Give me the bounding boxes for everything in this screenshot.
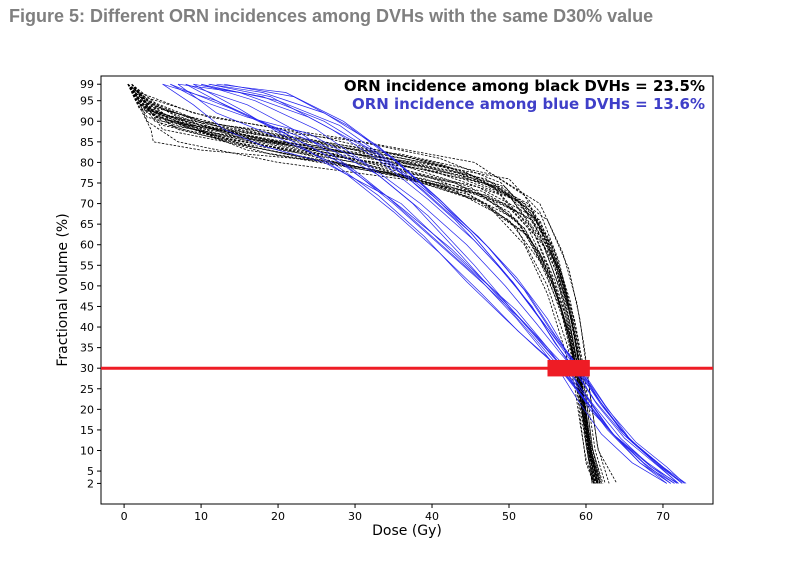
y-tick-label: 85	[80, 136, 94, 149]
x-tick-label: 60	[579, 510, 593, 523]
dvh-curve-blue-3	[201, 83, 683, 484]
dvh-curve-black-6	[127, 84, 595, 484]
dvh-curve-black-5	[127, 83, 596, 484]
dvh-curve-blue-7	[216, 83, 685, 484]
y-tick-label: 45	[80, 300, 94, 313]
dvh-curve-black-8	[127, 83, 598, 484]
dvh-curve-black-3	[127, 84, 595, 484]
x-tick-label: 10	[194, 510, 208, 523]
dvh-curve-black-13	[127, 83, 599, 484]
x-tick-label: 0	[121, 510, 128, 523]
dvh-curve-black-4	[131, 83, 598, 484]
dvh-curve-black-11	[131, 84, 598, 484]
y-tick-label: 20	[80, 403, 94, 416]
axes-group: 0 10 20 30 40 50 60 70 25 10 15 20 25 30 35 40 45 50 55 60 6…	[80, 78, 670, 523]
dvh-curve-black-27	[127, 83, 593, 484]
dvh-curve-blue-15	[185, 83, 678, 484]
dvh-curve-black-1	[127, 83, 598, 484]
y-tick-label: 50	[80, 280, 94, 293]
dvh-curve-black-21	[127, 83, 595, 484]
dvh-curve-black-7	[131, 83, 598, 484]
plot-lines	[127, 83, 687, 484]
x-tick-label: 20	[271, 510, 285, 523]
y-tick-label: 25	[80, 383, 94, 396]
y-tick-label: 80	[80, 156, 94, 169]
dvh-curve-black-12	[127, 84, 601, 484]
plot-frame	[100, 75, 714, 505]
y-tick-label: 60	[80, 239, 94, 252]
y-tick-label: 90	[80, 115, 94, 128]
y-tick-label: 65	[80, 218, 94, 231]
y-tick-label: 99	[80, 78, 94, 91]
y-tick-label: 10	[80, 445, 94, 458]
y-tick-label: 35	[80, 342, 94, 355]
y-tick-label: 75	[80, 177, 94, 190]
y-tick-label: 40	[80, 321, 94, 334]
y-tick-label: 2	[87, 477, 94, 490]
dvh-curve-black-0	[127, 83, 595, 484]
dvh-curve-blue-9	[200, 83, 679, 484]
dvh-curve-black-23	[127, 83, 599, 484]
threshold-group	[101, 359, 713, 377]
dvh-curve-blue-10	[224, 83, 685, 484]
dvh-curve-black-31	[127, 83, 598, 484]
y-tick-label: 55	[80, 259, 94, 272]
annotation-blue-incidence: ORN incidence among blue DVHs = 13.6%	[352, 95, 705, 113]
dvh-curve-black-29	[131, 83, 618, 484]
dvh-curve-black-18	[127, 83, 599, 484]
dvh-curve-black-10	[127, 83, 595, 484]
d30-threshold-box	[547, 359, 590, 377]
figure-title: Figure 5: Different ORN incidences among…	[9, 6, 654, 26]
y-tick-label: 5	[87, 465, 94, 478]
x-axis-label: Dose (Gy)	[372, 523, 442, 539]
dvh-curve-black-24	[127, 84, 596, 484]
dvh-curve-black-2	[131, 83, 602, 484]
dvh-curve-blue-11	[177, 83, 668, 484]
dvh-curve-black-28	[127, 83, 601, 484]
y-tick-label: 15	[80, 424, 94, 437]
dvh-curve-black-14	[127, 83, 593, 484]
y-tick-label: 30	[80, 362, 94, 375]
annotation-black-incidence: ORN incidence among black DVHs = 23.5%	[344, 77, 705, 95]
x-tick-label: 30	[348, 510, 362, 523]
dvh-curve-blue-1	[177, 83, 683, 484]
x-tick-label: 70	[656, 510, 670, 523]
y-tick-label: 95	[80, 95, 94, 108]
dvh-curve-black-17	[127, 83, 602, 484]
y-tick-label: 70	[80, 198, 94, 211]
x-tick-label: 40	[425, 510, 439, 523]
dvh-curve-blue-14	[208, 83, 683, 484]
y-axis-label: Fractional volume (%)	[55, 213, 71, 366]
x-tick-label: 50	[502, 510, 516, 523]
dvh-curve-black-19	[131, 83, 604, 484]
dvh-curve-black-26	[131, 83, 606, 484]
dvh-curve-blue-8	[162, 83, 675, 484]
dvh-curve-black-20	[127, 84, 598, 484]
dvh-curve-black-25	[127, 83, 601, 484]
